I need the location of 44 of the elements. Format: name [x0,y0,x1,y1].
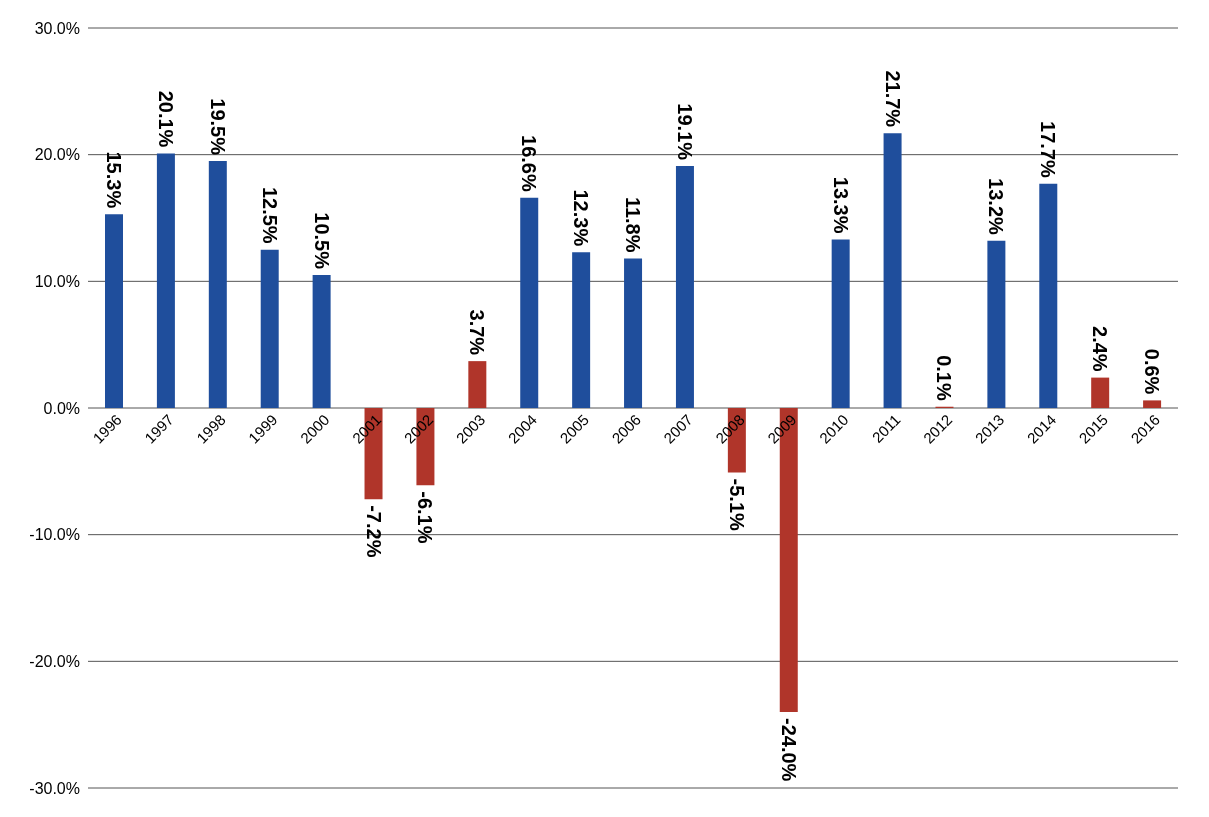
data-label: 3.7% [466,309,489,356]
bar [208,161,227,408]
bar [260,249,279,408]
data-label: -24.0% [777,718,800,782]
bar [831,239,850,408]
bar [624,258,643,408]
bar [1039,183,1058,408]
data-label: 19.5% [206,98,229,156]
data-label: 0.6% [1141,348,1164,395]
data-label: 16.6% [518,135,541,192]
data-label: 13.2% [985,178,1008,236]
bar [312,275,331,408]
data-label: -6.1% [414,491,437,544]
y-tick-label: -10.0% [29,526,80,544]
data-label: 17.7% [1037,121,1060,179]
y-tick-label: 30.0% [34,19,80,37]
data-label: 15.3% [103,151,125,209]
y-tick-label: -20.0% [29,653,80,671]
bar [156,153,175,408]
data-label: 0.1% [933,355,956,401]
bar [572,252,591,408]
data-label: 12.3% [570,189,593,247]
y-tick-label: 20.0% [34,146,80,164]
bar [987,240,1006,408]
data-label: 20.1% [154,90,177,148]
bar [1143,400,1162,408]
data-label: -5.1% [725,478,748,532]
y-tick-label: 0.0% [43,399,80,417]
y-tick-label: -30.0% [29,779,80,797]
data-label: 13.3% [829,176,852,234]
bar [675,166,694,408]
data-label: 2.4% [1089,326,1112,372]
bar [520,197,539,408]
bar [468,361,487,408]
data-label: 19.1% [673,103,696,161]
bar [1091,377,1110,408]
data-label: 12.5% [258,186,281,244]
bar [883,133,902,408]
y-tick-label: 10.0% [34,273,80,291]
data-label: 11.8% [622,196,645,253]
data-label: -7.2% [362,505,385,558]
bar [105,214,123,408]
data-label: 21.7% [881,70,904,128]
data-label: 10.5% [310,212,333,270]
